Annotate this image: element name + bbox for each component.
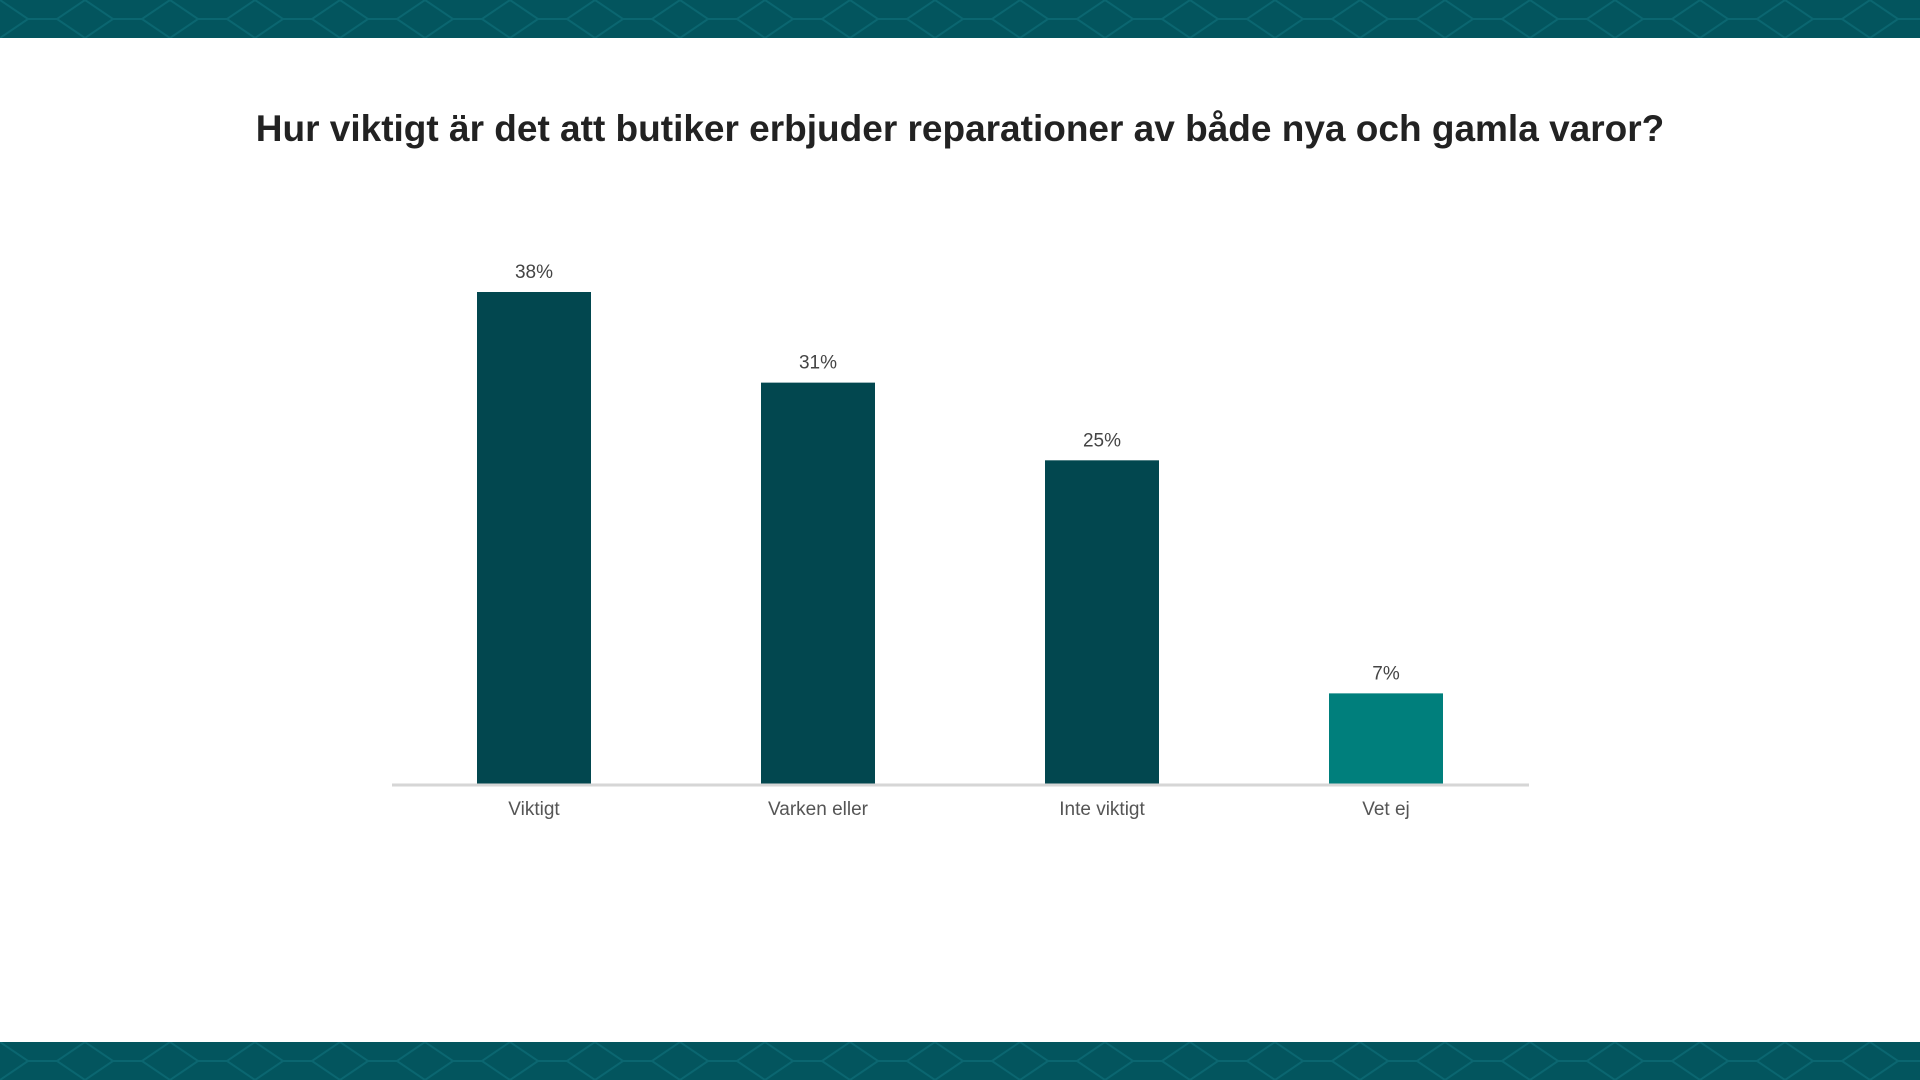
bottom-decorative-band [0, 1042, 1920, 1080]
x-tick-label: Inte viktigt [1059, 799, 1145, 820]
data-label: 7% [1372, 663, 1400, 684]
data-label: 25% [1083, 430, 1121, 451]
x-tick-label: Varken eller [768, 799, 869, 820]
chart-title: Hur viktigt är det att butiker erbjuder … [255, 108, 1665, 149]
bar-inte-viktigt [1045, 460, 1159, 784]
data-label: 31% [799, 353, 837, 374]
bar-vet-ej [1329, 693, 1443, 784]
bar-viktigt [477, 292, 591, 784]
x-tick-label: Viktigt [508, 799, 560, 820]
hexagon-pattern-icon [0, 1042, 1920, 1080]
x-tick-label: Vet ej [1362, 799, 1410, 820]
hexagon-pattern-icon [0, 0, 1920, 38]
data-label: 38% [515, 262, 553, 283]
top-decorative-band [0, 0, 1920, 38]
bar-varken-eller [761, 382, 875, 784]
